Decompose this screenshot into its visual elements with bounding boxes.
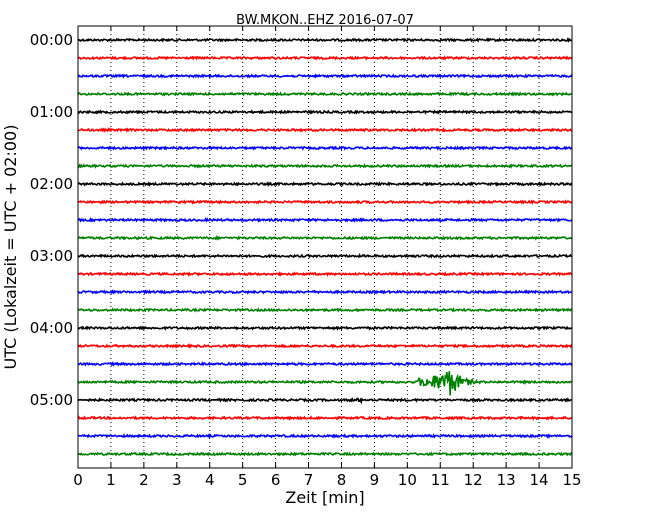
y-axis-label: UTC (Lokalzeit = UTC + 02:00) [1,125,20,370]
x-axis-ticks: 0 1 2 3 4 5 6 7 8 9 10 11 12 13 14 15 [73,26,582,489]
x-tick-label: 4 [205,471,215,489]
seismic-trace [77,199,573,205]
x-tick-label: 0 [73,471,83,489]
seismic-trace [77,289,573,295]
traces-group [77,37,573,457]
seismic-trace [77,109,573,115]
seismic-trace [77,55,573,61]
seismic-trace [77,91,573,97]
seismic-trace [77,343,573,350]
x-tick-label: 5 [238,471,248,489]
seismic-trace [77,451,573,457]
seismic-trace [77,145,573,151]
seismic-trace [77,235,573,241]
y-tick-label: 00:00 [30,31,73,49]
x-tick-label: 9 [370,471,380,489]
seismic-trace [77,371,573,396]
seismic-trace [77,37,573,43]
seismic-trace [77,433,573,440]
y-tick-label: 01:00 [30,103,73,121]
x-tick-label: 6 [271,471,281,489]
y-tick-label: 03:00 [30,247,73,265]
seismic-trace [77,325,573,331]
y-tick-label: 05:00 [30,391,73,409]
seismic-trace [77,163,573,169]
seismic-trace [77,217,573,223]
plot-frame [77,25,573,469]
y-axis-ticks: 00:00 01:00 02:00 03:00 04:00 05:00 [30,31,572,409]
x-tick-label: 13 [497,471,516,489]
x-tick-label: 10 [398,471,417,489]
x-axis-label: Zeit [min] [285,488,364,507]
x-tick-label: 1 [106,471,116,489]
x-tick-label: 3 [172,471,182,489]
vertical-gridlines [110,26,540,468]
x-tick-label: 8 [337,471,347,489]
seismic-trace [77,271,573,277]
seismic-trace [77,396,573,405]
x-tick-label: 2 [139,471,149,489]
x-tick-label: 15 [562,471,581,489]
x-tick-label: 14 [530,471,549,489]
x-tick-label: 11 [431,471,450,489]
y-tick-label: 04:00 [30,319,73,337]
x-tick-label: 7 [304,471,314,489]
seismic-trace [77,253,573,259]
x-tick-label: 12 [464,471,483,489]
seismic-trace [77,73,573,79]
seismic-trace [77,361,573,367]
y-tick-label: 02:00 [30,175,73,193]
seismic-trace [77,181,573,187]
seismic-trace [77,306,573,313]
chart-title: BW.MKON..EHZ 2016-07-07 [236,13,414,28]
seismic-trace [77,127,573,133]
seismic-trace [77,415,573,421]
